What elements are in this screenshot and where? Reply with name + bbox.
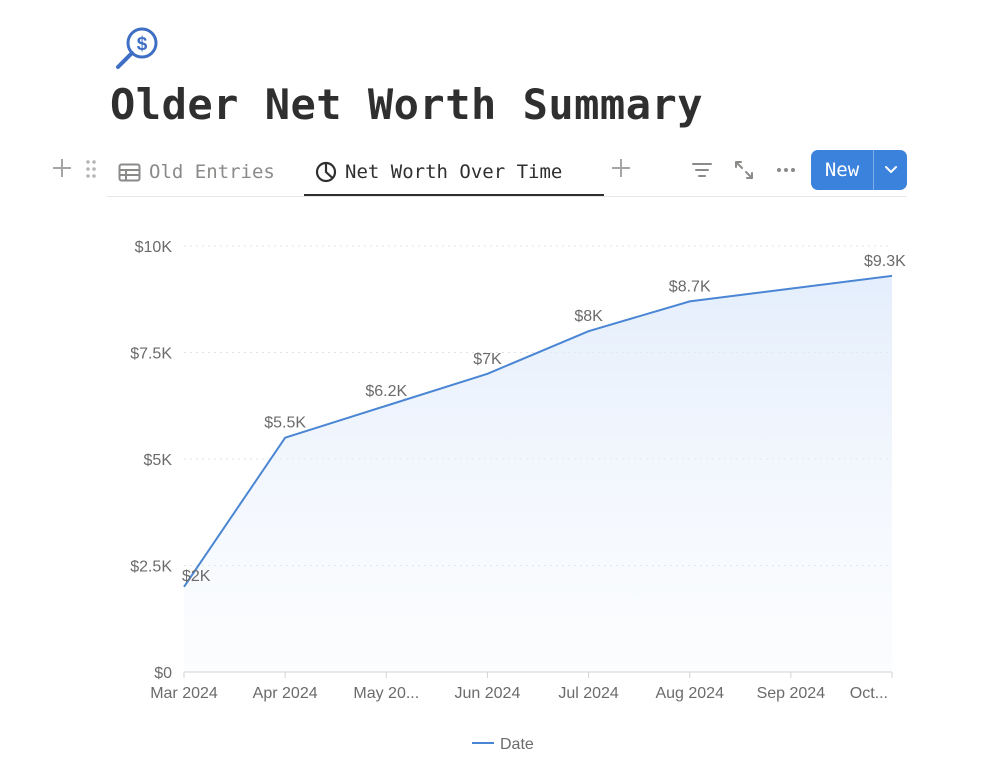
data-label: $5.5K [264,415,306,432]
view-toolbar: Old Entries Net Worth Over Time New [0,148,1005,198]
tab-net-worth-over-time[interactable]: Net Worth Over Time [315,148,562,196]
x-tick-label: Mar 2024 [150,685,218,702]
data-label: $2K [182,568,211,585]
page-title: Older Net Worth Summary [110,80,704,129]
drag-handle-icon[interactable] [84,158,98,180]
data-label: $8.7K [669,278,711,295]
chart-icon [315,161,337,183]
toolbar-divider [107,196,906,197]
y-tick-label: $5K [144,452,173,469]
y-tick-label: $0 [154,665,172,682]
add-view-icon[interactable] [610,157,632,179]
tab-old-entries-label: Old Entries [149,161,275,183]
legend-label: Date [500,736,534,753]
new-button[interactable]: New [824,159,860,181]
y-tick-label: $2.5K [130,559,172,576]
tab-old-entries[interactable]: Old Entries [118,148,275,196]
area-fill [184,275,892,672]
x-tick-label: Apr 2024 [253,685,318,702]
x-tick-label: Sep 2024 [757,685,826,702]
new-button-group: New [811,150,907,190]
x-tick-label: May 20... [353,685,419,702]
tab-net-worth-label: Net Worth Over Time [345,161,563,183]
new-dropdown-button[interactable] [874,150,907,190]
filter-icon[interactable] [690,158,714,182]
chevron-down-icon [884,166,897,174]
plus-icon[interactable] [50,156,74,180]
data-label: $9.3K [864,253,906,270]
x-tick-label: Oct... [850,685,888,702]
x-tick-label: Jun 2024 [455,685,521,702]
data-label: $7K [473,351,502,368]
x-tick-label: Jul 2024 [558,685,619,702]
more-icon[interactable] [774,158,798,182]
new-button-separator [873,150,874,190]
chart-legend: Date [472,736,534,753]
magnifier-dollar-icon: $ [116,27,158,69]
y-tick-label: $7.5K [130,346,172,363]
data-label: $8K [574,308,603,325]
y-tick-label: $10K [135,239,173,256]
x-tick-label: Aug 2024 [655,685,724,702]
table-icon [118,163,141,181]
expand-icon[interactable] [732,158,756,182]
data-label: $6.2K [365,383,407,400]
svg-text:$: $ [137,34,148,55]
series-line [183,274,893,588]
active-tab-indicator [304,194,604,197]
